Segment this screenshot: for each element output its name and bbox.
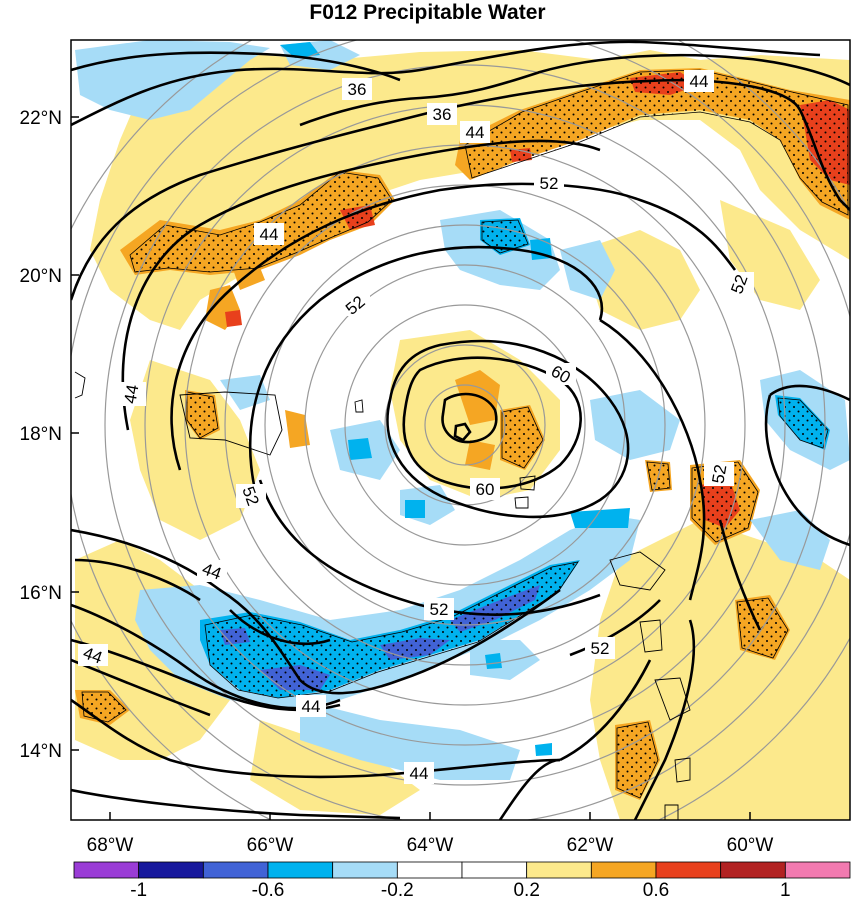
colorbar-label: 1 — [780, 880, 791, 900]
map-title: F012 Precipitable Water — [309, 1, 546, 24]
colorbar: -1 -0.6 -0.2 0.2 0.6 1 — [73, 861, 851, 900]
colorbar-swatch — [526, 861, 592, 879]
contour-label: 60 — [546, 361, 576, 387]
colorbar-swatch — [202, 861, 269, 879]
lon-label-64w: 64°W — [407, 835, 454, 856]
colorbar-label: -1 — [130, 880, 147, 900]
contour-label: 44 — [404, 762, 434, 784]
shaded-anomaly-layer — [75, 40, 850, 820]
longitude-labels: 68°W 66°W 64°W 62°W 60°W — [87, 835, 774, 856]
lat-label-14n: 14°N — [20, 741, 62, 762]
svg-text:44: 44 — [410, 764, 429, 783]
contour-labels: 36 36 44 44 44 44 44 44 44 44 52 52 52 5… — [78, 70, 754, 784]
svg-text:44: 44 — [690, 72, 709, 91]
svg-text:36: 36 — [348, 80, 367, 99]
lon-label-60w: 60°W — [727, 835, 774, 856]
contour-label: 52 — [534, 172, 564, 194]
colorbar-swatch — [655, 861, 722, 879]
colorbar-label: 0.2 — [513, 880, 539, 900]
colorbar-swatch — [73, 861, 140, 879]
colorbar-swatch — [267, 861, 334, 879]
contour-label: 44 — [78, 643, 108, 668]
svg-text:44: 44 — [120, 383, 142, 405]
lat-label-20n: 20°N — [20, 266, 62, 287]
contour-label: 52 — [704, 462, 734, 486]
contour-label: 36 — [342, 78, 372, 100]
contour-label: 52 — [236, 484, 266, 508]
colorbar-swatch — [138, 861, 204, 879]
lat-label-18n: 18°N — [20, 424, 62, 445]
colorbar-swatch — [784, 861, 851, 879]
thin-contours — [74, 371, 691, 820]
contour-label: 44 — [116, 382, 146, 406]
lon-label-68w: 68°W — [87, 835, 134, 856]
contour-label: 60 — [470, 478, 500, 500]
lat-label-22n: 22°N — [20, 108, 62, 129]
contour-label: 52 — [424, 598, 454, 620]
plot-frame — [70, 39, 851, 821]
svg-text:44: 44 — [260, 225, 279, 244]
contour-label: 36 — [427, 103, 457, 125]
colorbar-swatch — [332, 861, 398, 879]
svg-text:52: 52 — [430, 600, 449, 619]
colorbar-swatch — [461, 861, 528, 879]
contour-label: 44 — [684, 70, 714, 92]
lon-label-66w: 66°W — [247, 835, 294, 856]
lat-label-16n: 16°N — [20, 583, 62, 604]
lon-label-62w: 62°W — [567, 835, 614, 856]
colorbar-swatch — [720, 861, 786, 879]
svg-text:36: 36 — [433, 105, 452, 124]
contour-label: 52 — [340, 292, 370, 319]
pw-contours — [71, 40, 850, 820]
colorbar-swatch — [590, 861, 657, 879]
contour-label: 44 — [296, 695, 326, 717]
svg-text:52: 52 — [708, 463, 730, 485]
svg-text:44: 44 — [466, 123, 485, 142]
contour-label: 52 — [724, 272, 754, 296]
svg-text:60: 60 — [476, 480, 495, 499]
contour-label: 44 — [460, 121, 490, 143]
contour-label: 52 — [585, 637, 615, 659]
contour-label: 44 — [254, 223, 284, 245]
latitude-labels: 22°N 20°N 18°N 16°N 14°N — [20, 108, 62, 762]
contour-label: 44 — [197, 559, 227, 584]
colorbar-swatch — [396, 861, 463, 879]
svg-text:44: 44 — [302, 697, 321, 716]
colorbar-label: 0.6 — [643, 880, 669, 900]
svg-text:52: 52 — [591, 639, 610, 658]
svg-text:52: 52 — [540, 174, 559, 193]
colorbar-label: -0.6 — [252, 880, 285, 900]
colorbar-label: -0.2 — [381, 880, 414, 900]
